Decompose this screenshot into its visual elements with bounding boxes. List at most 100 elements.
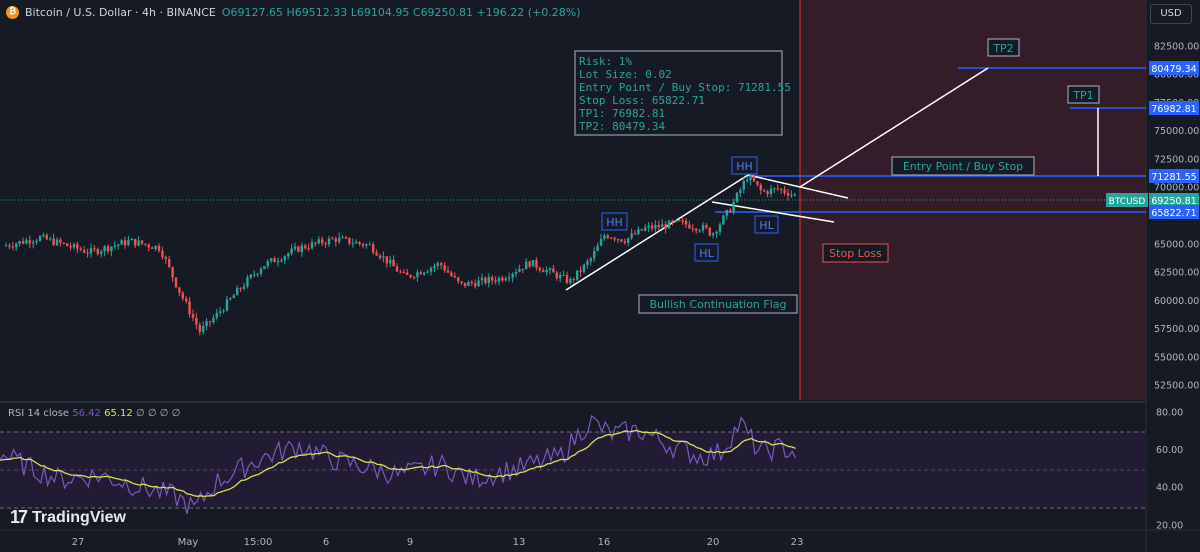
- tradingview-logo[interactable]: 17 TradingView: [10, 507, 126, 528]
- candle-body: [375, 252, 378, 256]
- candle-body: [484, 277, 487, 283]
- price-tick: 60000.00: [1154, 296, 1199, 307]
- higher-low-label-2[interactable]: HL: [754, 215, 779, 234]
- candle-body: [273, 258, 276, 263]
- candle-body: [637, 229, 640, 235]
- rsi-label: RSI 14 close: [8, 408, 70, 419]
- trade-tp2: TP2: 80479.34: [579, 120, 665, 133]
- currency-button[interactable]: USD: [1150, 4, 1192, 24]
- candle-body: [219, 311, 222, 313]
- candle-body: [32, 242, 35, 244]
- higher-high-label-2[interactable]: HH: [731, 156, 758, 175]
- candle-body: [259, 268, 263, 274]
- candle-body: [317, 239, 320, 244]
- candle-body: [780, 188, 783, 190]
- flag-lower-line[interactable]: [711, 201, 835, 223]
- candle-body: [504, 278, 507, 281]
- svg-text:HH: HH: [606, 216, 623, 229]
- symbol-header[interactable]: ₿ Bitcoin / U.S. Dollar · 4h · BINANCE O…: [6, 6, 581, 19]
- candle-body: [389, 259, 392, 264]
- candle-body: [15, 243, 18, 248]
- stop-loss-label[interactable]: Stop Loss: [822, 243, 889, 263]
- time-tick: 9: [407, 537, 413, 548]
- rsi-legend[interactable]: RSI 14 close 56.42 65.12 ∅ ∅ ∅ ∅: [8, 408, 180, 419]
- candle-body: [684, 220, 688, 225]
- candle-body: [385, 256, 388, 264]
- candle-body: [4, 245, 8, 247]
- stop-loss-price-tag: 65822.71: [1149, 205, 1199, 219]
- candle-body: [460, 281, 463, 283]
- candle-body: [253, 274, 256, 276]
- candle-body: [732, 201, 735, 213]
- candle-body: [215, 312, 218, 318]
- candle-body: [491, 277, 494, 281]
- candle-body: [746, 180, 749, 182]
- candle-body: [494, 280, 497, 282]
- candle-body: [790, 194, 793, 196]
- candle-body: [477, 280, 480, 287]
- higher-low-label-1[interactable]: HL: [694, 243, 719, 262]
- flag-upper-line[interactable]: [747, 174, 849, 199]
- candle-body: [426, 271, 429, 273]
- candle-body: [62, 242, 65, 244]
- candle-body: [538, 267, 541, 271]
- candle-body: [276, 261, 280, 263]
- candle-body: [222, 310, 225, 312]
- candle-body: [708, 227, 711, 236]
- candle-body: [688, 224, 691, 229]
- time-tick: 13: [513, 537, 526, 548]
- candle-body: [249, 274, 252, 278]
- candle-body: [89, 248, 93, 254]
- candle-body: [664, 224, 667, 229]
- time-tick: 6: [323, 537, 329, 548]
- symbol-title[interactable]: Bitcoin / U.S. Dollar · 4h · BINANCE: [25, 6, 216, 19]
- tp2-label[interactable]: TP2: [987, 38, 1020, 57]
- candle-body: [562, 274, 565, 276]
- candle-body: [606, 235, 609, 238]
- candle-body: [555, 272, 558, 279]
- candle-body: [429, 267, 433, 272]
- trade-risk: Risk: 1%: [579, 55, 632, 68]
- price-tick: 75000.00: [1154, 126, 1199, 137]
- candle-body: [283, 256, 286, 261]
- flagpole-trendline[interactable]: [565, 174, 749, 291]
- candle-body: [28, 240, 31, 244]
- candle-body: [453, 275, 456, 278]
- bitcoin-icon: ₿: [6, 6, 19, 19]
- time-tick: 16: [598, 537, 611, 548]
- time-tick: May: [178, 537, 199, 548]
- pattern-label[interactable]: Bullish Continuation Flag: [638, 294, 798, 314]
- candle-body: [511, 273, 514, 278]
- candle-body: [474, 283, 477, 287]
- candle-body: [610, 237, 613, 239]
- candle-body: [712, 233, 715, 236]
- candle-body: [83, 250, 86, 253]
- higher-high-label-1[interactable]: HH: [601, 212, 628, 231]
- tp2-price-tag: 80479.34: [1149, 61, 1199, 75]
- candle-body: [450, 272, 453, 276]
- ohlc-values: O69127.65 H69512.33 L69104.95 C69250.81 …: [221, 6, 581, 19]
- svg-text:Entry Point / Buy Stop: Entry Point / Buy Stop: [903, 160, 1023, 173]
- candle-body: [531, 260, 535, 267]
- tp2-projection-line[interactable]: [799, 67, 989, 188]
- trade-info-box[interactable]: Risk: 1% Lot Size: 0.02 Entry Point / Bu…: [574, 50, 791, 136]
- candle-body: [137, 240, 140, 246]
- candle-body: [579, 270, 582, 272]
- candlestick-series: [4, 170, 796, 336]
- candle-body: [327, 238, 331, 245]
- entry-point-label[interactable]: Entry Point / Buy Stop: [891, 156, 1035, 176]
- tradingview-icon: 17: [10, 507, 28, 527]
- candle-body: [497, 277, 501, 282]
- candle-body: [66, 243, 69, 247]
- candle-body: [542, 270, 545, 273]
- candle-body: [191, 314, 195, 318]
- candle-body: [480, 277, 484, 281]
- candle-body: [582, 264, 586, 272]
- candle-body: [436, 263, 439, 267]
- candle-body: [752, 175, 756, 182]
- candle-body: [671, 220, 674, 222]
- tp1-label[interactable]: TP1: [1067, 85, 1100, 104]
- candle-body: [698, 230, 701, 232]
- candle-body: [79, 248, 82, 251]
